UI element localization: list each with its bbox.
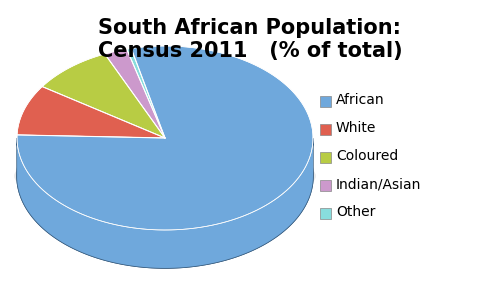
- Polygon shape: [42, 54, 165, 138]
- Ellipse shape: [14, 147, 316, 205]
- Polygon shape: [126, 49, 165, 138]
- Text: African: African: [336, 93, 384, 107]
- Text: South African Population:
Census 2011   (% of total): South African Population: Census 2011 (%…: [98, 18, 403, 61]
- Polygon shape: [17, 138, 313, 268]
- Text: Other: Other: [336, 205, 376, 219]
- Polygon shape: [17, 87, 165, 138]
- Polygon shape: [105, 49, 165, 138]
- Bar: [320, 179, 331, 191]
- Bar: [320, 96, 331, 107]
- Text: White: White: [336, 121, 376, 135]
- Text: Indian/Asian: Indian/Asian: [336, 177, 422, 191]
- Polygon shape: [17, 46, 313, 230]
- Bar: [320, 207, 331, 218]
- Text: Coloured: Coloured: [336, 149, 398, 163]
- Polygon shape: [17, 138, 313, 268]
- Bar: [320, 123, 331, 134]
- Polygon shape: [17, 84, 313, 268]
- Bar: [320, 152, 331, 163]
